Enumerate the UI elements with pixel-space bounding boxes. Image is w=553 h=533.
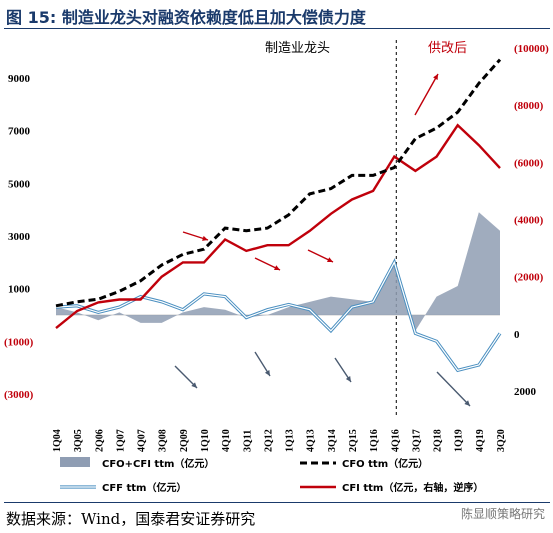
region-label: 制造业龙头 (265, 41, 330, 56)
x-tick-label: 1Q19 (454, 429, 465, 452)
right-tick-label: (10000) (514, 43, 549, 55)
series-cff-line-inner (55, 260, 501, 371)
x-tick-label: 2Q18 (433, 429, 444, 452)
x-tick-label: 2Q06 (94, 429, 105, 452)
figure-title-text: 制造业龙头对融资依赖度低且加大偿债力度 (61, 8, 366, 27)
right-tick-label: 2000 (514, 386, 537, 398)
source-divider (4, 502, 550, 503)
x-tick-label: 1Q04 (52, 429, 63, 452)
line-series-layer (55, 58, 502, 373)
series-cfo-line (55, 58, 502, 308)
x-tick-label: 2Q09 (179, 429, 190, 452)
x-tick-label: 1Q16 (369, 429, 380, 452)
blue-arrow-4-head (464, 400, 470, 406)
x-tick-label: 3Q11 (242, 430, 253, 452)
red-arrow-1-head (202, 235, 208, 241)
right-tick-label: (4000) (514, 215, 544, 227)
blue-arrow-2-head (264, 370, 270, 376)
x-tick-label: 4Q13 (306, 429, 317, 452)
legend-label: CFF ttm（亿元） (102, 481, 186, 494)
x-tick-label: 1Q07 (115, 429, 126, 452)
x-tick-label: 3Q08 (158, 429, 169, 452)
x-tick-label: 3Q20 (496, 429, 507, 452)
right-tick-label: (2000) (514, 272, 544, 284)
legend-label: CFO ttm（亿元） (342, 457, 428, 470)
right-tick-label: (8000) (514, 100, 544, 112)
series-cfi-line (55, 123, 501, 330)
red-arrow-3-head (327, 257, 333, 263)
left-tick-label: 7000 (8, 126, 31, 138)
x-tick-label: 4Q16 (390, 429, 401, 452)
right-tick-label: 0 (514, 329, 520, 341)
red-arrow-post-head (433, 74, 438, 80)
x-tick-label: 4Q19 (475, 429, 486, 452)
legend: CFO+CFI ttm（亿元） CFO ttm（亿元） CFF ttm（亿元） CFI… (60, 457, 483, 494)
chart-plot-area (56, 40, 500, 418)
x-tick-label: 2Q12 (263, 429, 274, 452)
x-tick-label: 2Q15 (348, 429, 359, 452)
left-tick-label: (3000) (4, 389, 34, 401)
x-tick-label: 1Q10 (200, 429, 211, 452)
blue-arrow-4 (436, 371, 471, 407)
series-cfo-cfi-area (56, 212, 500, 331)
watermark: 陈显顺策略研究 (460, 507, 545, 521)
legend-label: CFI ttm（亿元，右轴，逆序） (342, 481, 483, 494)
left-tick-label: 9000 (8, 73, 31, 85)
red-arrow-post (414, 73, 439, 116)
left-tick-label: 3000 (8, 231, 31, 243)
left-tick-label: (1000) (4, 336, 34, 348)
series-cff-line-outer (55, 258, 502, 373)
title-divider (4, 28, 550, 29)
x-tick-label: 4Q10 (221, 429, 232, 452)
blue-arrow-1-head (191, 382, 197, 388)
red-arrow-2-head (274, 265, 280, 271)
left-tick-label: 5000 (8, 178, 31, 190)
x-tick-label: 3Q14 (327, 429, 338, 452)
area-series-layer (56, 212, 500, 331)
blue-arrow-3-head (345, 376, 351, 382)
left-tick-label: 1000 (8, 284, 31, 296)
figure-title: 图 15: 制造业龙头对融资依赖度低且加大偿债力度 (6, 4, 366, 28)
x-tick-label: 1Q13 (285, 429, 296, 452)
right-tick-label: (6000) (514, 157, 544, 169)
trend-arrows (174, 73, 471, 407)
x-tick-label: 3Q05 (73, 429, 84, 452)
x-tick-label: 4Q07 (137, 429, 148, 452)
figure-label: 图 15: (6, 8, 57, 27)
legend-swatch-area (60, 457, 90, 467)
x-tick-label: 3Q17 (411, 429, 422, 452)
source-note: 数据来源：Wind，国泰君安证券研究 (6, 510, 256, 528)
legend-label: CFO+CFI ttm（亿元） (102, 457, 214, 470)
axis-labels: (3000) (1000) 1000 3000 5000 7000 9000 (10000) (… (4, 43, 549, 452)
post-reform-label: 供改后 (428, 41, 467, 56)
